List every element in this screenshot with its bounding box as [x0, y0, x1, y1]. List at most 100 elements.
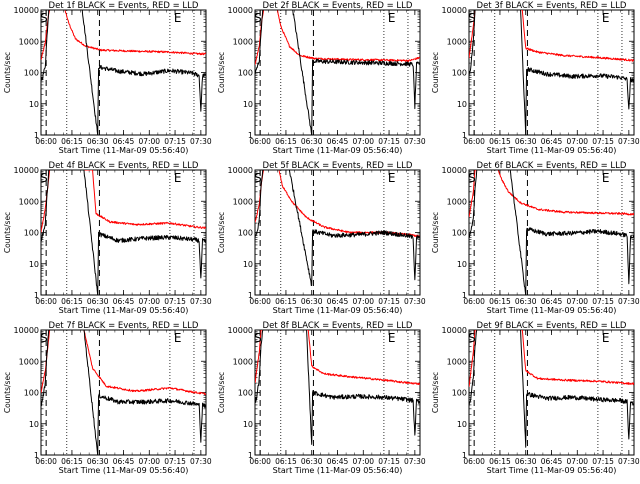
x-axis-label: Start Time (11-Mar-09 05:56:40): [273, 466, 403, 475]
x-tick-label: 07:00: [566, 137, 588, 146]
y-tick-label: 1: [248, 451, 253, 460]
panel-det-8: Det 8f BLACK = Events, RED = LLD 1 10 100 10…: [217, 321, 426, 475]
end-marker-label: E: [388, 171, 396, 185]
plot-frame: [254, 329, 421, 456]
panel-det-4: Det 4f BLACK = Events, RED = LLD 1 10 100 10…: [3, 161, 212, 315]
x-axis-label: Start Time (11-Mar-09 05:56:40): [59, 306, 189, 315]
events-series-line: [469, 10, 634, 135]
y-axis-label: Counts/sec: [3, 52, 12, 93]
y-axis-label: Counts/sec: [217, 372, 226, 413]
x-tick-label: 06:30: [515, 297, 537, 306]
lld-series-line: [469, 10, 634, 62]
x-tick-label: 06:00: [35, 137, 57, 146]
x-tick-label: 06:15: [61, 457, 83, 466]
panel-det-1: Det 1f BLACK = Events, RED = LLD 1 10 100 10…: [3, 1, 212, 155]
y-tick-label: 10000: [228, 6, 253, 15]
x-tick-label: 06:45: [541, 297, 563, 306]
y-tick-label: 10000: [442, 166, 467, 175]
x-tick-label: 06:45: [327, 297, 349, 306]
y-tick-label: 10000: [14, 166, 39, 175]
x-tick-label: 07:30: [190, 137, 212, 146]
panel-title: Det 1f BLACK = Events, RED = LLD: [49, 1, 199, 11]
y-tick-label: 1: [248, 291, 253, 300]
x-tick-label: 06:15: [275, 137, 297, 146]
panel-det-6: Det 6f BLACK = Events, RED = LLD 1 10 100 10…: [431, 161, 640, 315]
events-series-line: [255, 10, 420, 135]
y-tick-label: 100: [24, 229, 39, 238]
panel-title: Det 5f BLACK = Events, RED = LLD: [263, 161, 413, 171]
y-axis-label: Counts/sec: [217, 212, 226, 253]
start-marker-label: S: [40, 331, 48, 345]
end-marker-label: E: [388, 331, 396, 345]
x-tick-label: 07:30: [404, 137, 426, 146]
x-tick-label: 06:00: [249, 297, 271, 306]
x-tick-label: 06:45: [113, 137, 135, 146]
y-tick-label: 10: [29, 260, 39, 269]
panel-det-3: Det 3f BLACK = Events, RED = LLD 1 10 100 10…: [431, 1, 640, 155]
y-tick-label: 10: [29, 420, 39, 429]
x-axis-label: Start Time (11-Mar-09 05:56:40): [59, 466, 189, 475]
y-axis-label: Counts/sec: [431, 52, 440, 93]
x-tick-label: 07:15: [164, 457, 186, 466]
panel-title: Det 6f BLACK = Events, RED = LLD: [477, 161, 627, 171]
y-tick-label: 100: [238, 229, 253, 238]
y-tick-label: 10000: [228, 326, 253, 335]
events-series-line: [41, 10, 206, 135]
y-tick-label: 1: [34, 451, 39, 460]
y-tick-label: 10: [457, 420, 467, 429]
end-marker-label: E: [174, 11, 182, 25]
x-tick-label: 06:00: [35, 297, 57, 306]
series-group: [469, 10, 634, 135]
y-tick-label: 1000: [233, 197, 253, 206]
y-tick-label: 10: [243, 100, 253, 109]
x-tick-label: 07:00: [352, 137, 374, 146]
x-tick-label: 07:15: [378, 457, 400, 466]
x-tick-label: 06:30: [87, 297, 109, 306]
y-tick-label: 100: [238, 69, 253, 78]
x-tick-label: 07:30: [618, 137, 640, 146]
plot-frame: [468, 9, 635, 136]
panel-title: Det 2f BLACK = Events, RED = LLD: [263, 1, 413, 11]
end-marker-label: E: [602, 331, 610, 345]
y-tick-label: 1: [462, 451, 467, 460]
lld-series-line: [41, 170, 206, 233]
end-marker-label: E: [602, 11, 610, 25]
series-group: [469, 170, 634, 295]
x-tick-label: 07:30: [618, 297, 640, 306]
plot-frame: [40, 329, 207, 456]
x-axis-label: Start Time (11-Mar-09 05:56:40): [59, 146, 189, 155]
y-axis-label: Counts/sec: [3, 212, 12, 253]
series-group: [41, 170, 206, 295]
series-group: [255, 330, 420, 445]
lld-series-line: [41, 330, 206, 396]
x-tick-label: 06:45: [541, 137, 563, 146]
panel-title: Det 7f BLACK = Events, RED = LLD: [49, 321, 199, 331]
events-series-line: [469, 330, 634, 448]
events-series-line: [41, 330, 206, 455]
x-tick-label: 06:30: [87, 457, 109, 466]
y-tick-label: 1000: [233, 37, 253, 46]
y-tick-label: 10000: [14, 326, 39, 335]
series-group: [41, 10, 206, 135]
start-marker-label: S: [254, 171, 262, 185]
lld-series-line: [255, 10, 420, 65]
end-marker-label: E: [602, 171, 610, 185]
y-tick-label: 100: [452, 389, 467, 398]
start-marker-label: S: [468, 11, 476, 25]
y-tick-label: 10: [457, 260, 467, 269]
x-tick-label: 06:30: [301, 297, 323, 306]
x-tick-label: 07:30: [618, 457, 640, 466]
x-axis-label: Start Time (11-Mar-09 05:56:40): [273, 146, 403, 155]
y-tick-label: 1: [248, 131, 253, 140]
y-tick-label: 100: [452, 229, 467, 238]
x-tick-label: 06:15: [489, 457, 511, 466]
series-group: [255, 170, 420, 287]
y-tick-label: 10: [457, 100, 467, 109]
y-tick-label: 1000: [19, 37, 39, 46]
x-tick-label: 06:45: [113, 457, 135, 466]
x-tick-label: 06:30: [301, 137, 323, 146]
y-tick-label: 10000: [228, 166, 253, 175]
x-tick-label: 06:30: [515, 457, 537, 466]
